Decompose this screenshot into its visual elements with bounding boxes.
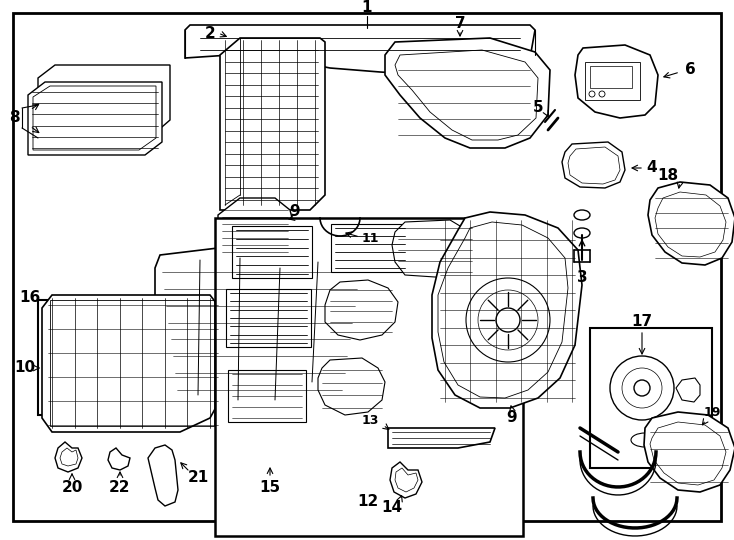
Text: 17: 17 [631,314,653,329]
Circle shape [599,91,605,97]
Polygon shape [148,445,178,506]
Bar [218,390,233,402]
Polygon shape [28,82,162,155]
Polygon shape [155,248,368,402]
Text: 16: 16 [19,291,40,306]
Polygon shape [328,370,348,405]
Circle shape [634,380,650,396]
Text: 20: 20 [62,480,83,495]
Polygon shape [55,320,88,360]
Polygon shape [218,198,295,258]
Text: 2: 2 [205,25,215,40]
Text: 18: 18 [658,167,678,183]
Polygon shape [142,310,160,350]
Bar [215,218,523,536]
Polygon shape [55,442,82,472]
Circle shape [610,356,674,420]
Text: 22: 22 [109,480,131,495]
Polygon shape [390,462,422,498]
Text: 5: 5 [533,100,543,116]
Text: 21: 21 [187,470,208,485]
Polygon shape [325,280,398,340]
Polygon shape [385,38,550,148]
Text: 1: 1 [362,1,372,16]
Circle shape [496,308,520,332]
Text: 4: 4 [647,160,658,176]
Bar [308,225,330,239]
Text: 19: 19 [703,406,721,419]
Text: 9: 9 [506,410,517,426]
Polygon shape [388,428,495,448]
Bar [331,224,409,272]
Text: 15: 15 [259,480,280,495]
Text: 10: 10 [15,361,35,375]
Polygon shape [185,25,535,75]
Ellipse shape [574,228,590,238]
Polygon shape [258,432,282,465]
Text: 6: 6 [685,63,695,78]
Polygon shape [318,358,385,415]
Text: 13: 13 [361,414,379,427]
Circle shape [589,91,595,97]
Text: 3: 3 [577,271,587,286]
Bar [225,289,310,347]
Polygon shape [644,412,734,492]
Text: 8: 8 [9,111,19,125]
Polygon shape [575,45,658,118]
Ellipse shape [631,433,659,447]
Polygon shape [562,142,625,188]
Text: 14: 14 [382,501,402,516]
Text: 9: 9 [290,205,300,219]
Ellipse shape [574,210,590,220]
Polygon shape [88,330,112,358]
Bar [590,328,712,468]
Bar [232,226,312,278]
Polygon shape [220,38,325,210]
Bar [218,360,233,372]
Polygon shape [432,212,582,408]
Bar [218,330,233,342]
Text: 7: 7 [454,17,465,31]
Polygon shape [38,65,170,133]
Polygon shape [676,378,700,402]
Bar [585,62,640,100]
Polygon shape [648,182,734,265]
Polygon shape [42,295,220,432]
Polygon shape [392,220,475,278]
Polygon shape [108,448,130,470]
Bar [590,66,632,88]
Text: 12: 12 [357,495,379,510]
Text: 11: 11 [361,232,379,245]
Bar [228,370,306,422]
Circle shape [466,278,550,362]
Bar [38,300,146,415]
Bar [50,300,214,426]
